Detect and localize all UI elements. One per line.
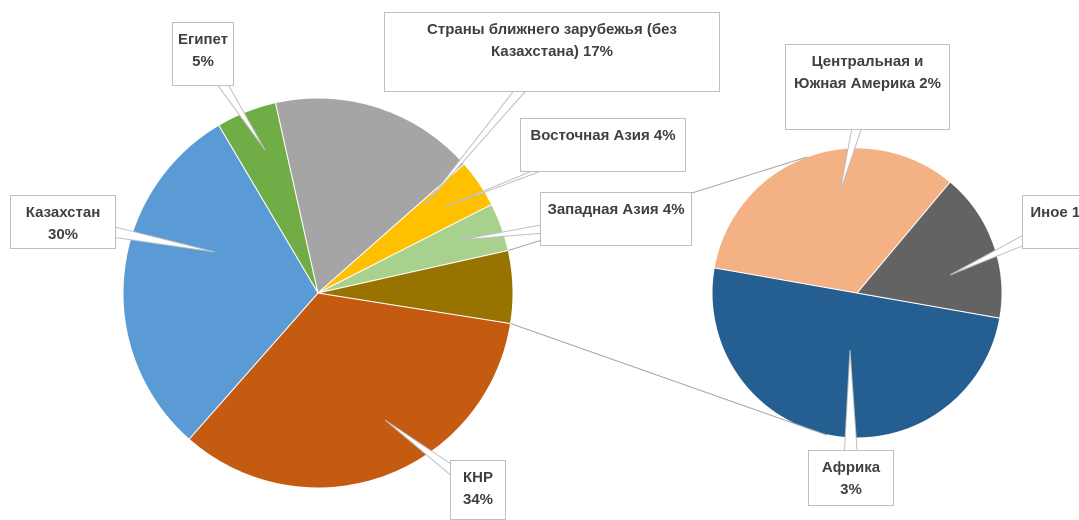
pie-slice-other — [317, 249, 514, 325]
label-name: КНР — [463, 469, 493, 486]
label-name: Страны ближнего зарубежья (без Казахстан… — [427, 21, 677, 60]
label-value: 1% — [1071, 204, 1079, 221]
label-name: Иное — [1030, 204, 1068, 221]
label-value: 17% — [583, 43, 614, 60]
label-value: 34% — [462, 491, 494, 508]
label-name: Центральная и Южная Америка — [794, 53, 924, 92]
pie-slice — [711, 267, 1001, 439]
label-name: Восточная Азия — [530, 127, 650, 144]
data-label: Казахстан 30% — [10, 195, 116, 249]
label-name: Казахстан — [25, 204, 101, 221]
label-name: Африка — [821, 459, 881, 476]
data-label: Египет 5% — [172, 22, 234, 86]
label-value: 30% — [47, 226, 79, 243]
label-name: Западная Азия — [547, 201, 659, 218]
data-label: Центральная и Южная Америка 2% — [785, 44, 950, 130]
label-value: 2% — [919, 75, 941, 92]
pie-slice — [122, 124, 319, 440]
pie-slice — [274, 97, 465, 294]
data-label: Иное 1% — [1022, 195, 1079, 249]
connector-line — [510, 323, 828, 436]
label-name: Египет — [177, 31, 229, 48]
label-value: 4% — [662, 201, 685, 218]
pie-slice — [713, 147, 951, 294]
pie-slice — [856, 181, 1003, 319]
pie-slice — [188, 292, 512, 489]
label-value: 3% — [840, 481, 862, 498]
label-value: 5% — [192, 53, 214, 70]
data-label: Восточная Азия 4% — [520, 118, 686, 172]
data-label: Западная Азия 4% — [540, 192, 692, 246]
data-label: Африка 3% — [808, 450, 894, 506]
label-value: 4% — [653, 127, 676, 144]
data-label: КНР 34% — [450, 460, 506, 520]
data-label: Страны ближнего зарубежья (без Казахстан… — [384, 12, 720, 92]
